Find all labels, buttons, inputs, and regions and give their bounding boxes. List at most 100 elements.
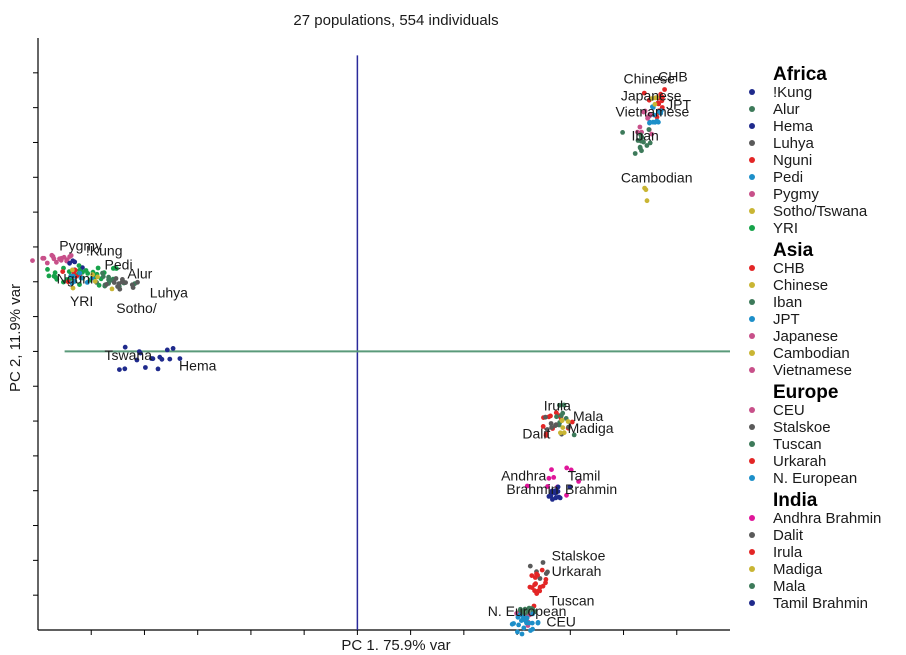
legend-marker bbox=[749, 441, 755, 447]
data-point bbox=[54, 276, 60, 282]
cluster-label: JPT bbox=[666, 96, 691, 112]
data-point bbox=[77, 282, 82, 287]
legend-marker bbox=[749, 333, 755, 339]
cluster-label: Mala bbox=[573, 408, 604, 424]
legend-item: Hema bbox=[773, 118, 814, 135]
data-point bbox=[60, 269, 66, 274]
data-point bbox=[559, 418, 565, 424]
data-point bbox=[652, 101, 658, 107]
data-point bbox=[568, 467, 574, 473]
data-point bbox=[543, 577, 549, 582]
data-point bbox=[567, 484, 573, 490]
data-point bbox=[548, 421, 554, 426]
data-point bbox=[49, 252, 55, 258]
data-point bbox=[44, 260, 50, 266]
data-point bbox=[540, 424, 546, 429]
data-point bbox=[645, 114, 651, 120]
data-point bbox=[111, 265, 117, 271]
data-point bbox=[527, 563, 533, 569]
cluster-label: CHB bbox=[658, 69, 688, 85]
data-point bbox=[167, 356, 173, 362]
legend-item: Luhya bbox=[773, 135, 815, 152]
data-point bbox=[558, 413, 564, 418]
data-point bbox=[649, 96, 654, 102]
cluster-madiga bbox=[558, 417, 571, 436]
data-point bbox=[524, 615, 530, 621]
cluster-label: Irula bbox=[544, 398, 571, 414]
data-point bbox=[521, 625, 527, 631]
cluster-label: Stalskoe bbox=[552, 547, 606, 563]
data-point bbox=[569, 419, 575, 425]
cluster-label: Tuscan bbox=[549, 593, 594, 609]
legend-item: Urkarah bbox=[773, 453, 826, 470]
cluster-sotho-tswana bbox=[70, 267, 115, 292]
legend-marker bbox=[749, 265, 755, 271]
data-point bbox=[549, 467, 554, 472]
data-point bbox=[557, 402, 562, 408]
legend-marker bbox=[749, 600, 755, 606]
data-point bbox=[524, 483, 530, 489]
legend-marker bbox=[749, 89, 755, 95]
data-point bbox=[170, 346, 176, 351]
data-point bbox=[647, 120, 652, 126]
data-point bbox=[61, 254, 67, 260]
legend-item: Mala bbox=[773, 578, 806, 595]
cluster-label: Pedi bbox=[105, 257, 133, 273]
cluster-label: Dalit bbox=[522, 425, 550, 441]
data-point bbox=[122, 344, 128, 350]
cluster-label: Tamil bbox=[568, 467, 601, 483]
cluster-label: Nguni bbox=[57, 271, 94, 287]
data-point bbox=[95, 265, 101, 271]
data-point bbox=[70, 273, 76, 279]
cluster-label: YRI bbox=[70, 293, 93, 309]
data-point bbox=[46, 273, 52, 279]
data-point bbox=[566, 424, 571, 430]
data-point bbox=[51, 273, 57, 279]
data-point bbox=[537, 576, 543, 581]
legend-marker bbox=[749, 140, 755, 146]
cluster-dalit bbox=[543, 414, 571, 437]
legend-item: Dalit bbox=[773, 527, 804, 544]
data-point bbox=[532, 575, 538, 580]
data-point bbox=[545, 484, 550, 489]
data-point bbox=[135, 279, 140, 285]
data-point bbox=[78, 275, 84, 281]
legend-item: Madiga bbox=[773, 561, 823, 578]
data-point bbox=[527, 584, 533, 590]
cluster-label: Iban bbox=[632, 128, 659, 144]
legend-item: CEU bbox=[773, 402, 805, 419]
legend-marker bbox=[749, 515, 755, 521]
cluster-japanese bbox=[641, 108, 653, 121]
cluster-label: Hema bbox=[179, 358, 217, 374]
legend-item: Chinese bbox=[773, 277, 828, 294]
data-point bbox=[45, 267, 50, 272]
data-point bbox=[123, 280, 128, 285]
data-point bbox=[155, 366, 161, 372]
data-point bbox=[647, 140, 653, 146]
cluster-label: Vietnamese bbox=[616, 103, 690, 119]
data-point bbox=[70, 267, 75, 273]
cluster-chinese bbox=[649, 95, 660, 107]
data-point bbox=[644, 143, 650, 148]
data-point bbox=[641, 90, 647, 96]
data-point bbox=[642, 108, 648, 114]
legend-item: Tuscan bbox=[773, 436, 822, 453]
data-point bbox=[576, 479, 581, 484]
data-point bbox=[61, 279, 66, 285]
data-point bbox=[529, 620, 535, 626]
data-point bbox=[143, 365, 148, 370]
cluster-label: Alur bbox=[127, 265, 152, 281]
legend-marker bbox=[749, 566, 755, 572]
data-point bbox=[149, 356, 154, 361]
legend-group-header: Europe bbox=[773, 382, 838, 403]
data-point bbox=[543, 433, 549, 438]
legend-group-header: India bbox=[773, 490, 818, 511]
data-point bbox=[519, 618, 524, 623]
data-point bbox=[537, 584, 543, 590]
legend-item: N. European bbox=[773, 470, 857, 487]
legend-item: YRI bbox=[773, 220, 798, 237]
cluster-cambodian bbox=[642, 185, 650, 204]
data-point bbox=[639, 148, 644, 154]
cluster-label: Andhra bbox=[501, 467, 546, 483]
